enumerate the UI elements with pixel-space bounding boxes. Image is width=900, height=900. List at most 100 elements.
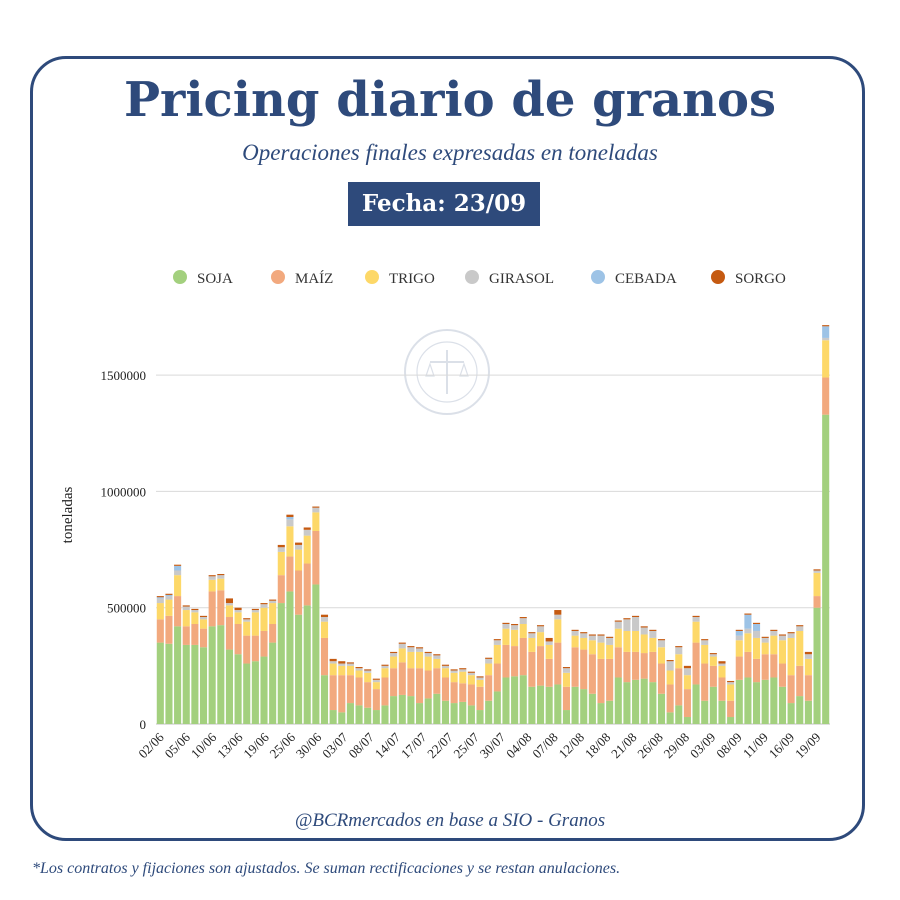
bar-segment-soja (191, 644, 199, 724)
x-axis-ticks: 02/0605/0610/0613/0619/0625/0630/0603/07… (135, 729, 823, 761)
bar-segment-girasol (735, 635, 743, 641)
legend-label: SOJA (197, 271, 233, 287)
bar-segment-girasol (502, 623, 510, 629)
bar-segment-sorgo (562, 667, 570, 669)
bar-segment-soja (692, 684, 700, 724)
bar-segment-soja (199, 647, 208, 724)
bar-segment-maíz (269, 623, 277, 643)
bar-segment-trigo (614, 628, 622, 648)
bar-segment-sorgo (441, 664, 450, 666)
bar-segment-cebada (753, 623, 761, 631)
bar-segment-girasol (778, 635, 787, 641)
bar-segment-trigo (813, 572, 821, 597)
bar-segment-maíz (511, 646, 519, 677)
bar-segment-girasol (822, 337, 830, 341)
bar-segment-girasol (260, 604, 268, 608)
bar-segment-girasol (528, 633, 536, 638)
bar-segment-sorgo (234, 607, 242, 611)
bar-segment-trigo (744, 633, 752, 652)
bar-segment-girasol (666, 661, 674, 671)
bar-segment-sorgo (459, 668, 467, 670)
bar-segment-trigo (657, 647, 666, 664)
bar-segment-maíz (536, 646, 545, 686)
bar-segment-soja (390, 696, 398, 724)
bar-segment-soja (502, 677, 510, 724)
bar-segment-trigo (649, 637, 657, 652)
x-tick-label: 19/06 (240, 729, 272, 761)
bar-segment-maíz (433, 668, 441, 694)
bar-segment-trigo (364, 672, 372, 683)
bar-segment-trigo (597, 642, 605, 659)
x-tick-label: 03/09 (687, 730, 719, 762)
x-tick-label: 12/08 (556, 730, 588, 762)
bar-segment-soja (286, 591, 294, 724)
bar-segment-maíz (485, 675, 493, 701)
bar-segment-soja (398, 694, 406, 724)
bar-segment-sorgo (597, 634, 605, 636)
x-tick-label: 02/06 (135, 729, 167, 761)
bar-segment-sorgo (744, 613, 752, 615)
bar-segment-trigo (243, 621, 251, 636)
bar-segment-girasol (657, 640, 666, 648)
bar-segment-soja (156, 642, 164, 724)
y-tick-label: 1000000 (101, 484, 147, 499)
bar-segment-maíz (588, 654, 596, 694)
bar-segment-sorgo (632, 615, 640, 618)
bar-segment-maíz (735, 656, 743, 680)
watermark-seal (404, 329, 490, 415)
bar-segment-girasol (433, 655, 441, 659)
bar-segment-girasol (485, 658, 493, 664)
bar-segment-sorgo (623, 618, 631, 620)
bar-segment-trigo (346, 665, 354, 676)
bar-segment-maíz (234, 623, 242, 655)
bar-segment-girasol (813, 570, 821, 573)
x-tick-label: 18/08 (582, 730, 614, 762)
bar-segment-sorgo (727, 680, 735, 683)
bar-segment-trigo (683, 675, 691, 690)
bar-segment-trigo (199, 619, 208, 629)
bar-segment-soja (372, 710, 380, 724)
bar-segment-sorgo (606, 636, 614, 638)
bar-segment-sorgo (735, 629, 743, 631)
bar-segment-cebada (174, 565, 182, 571)
bar-segment-sorgo (312, 506, 320, 508)
bar-segment-soja (675, 705, 683, 724)
bar-segment-maíz (191, 623, 199, 645)
bar-segment-soja (312, 584, 320, 724)
bar-segment-sorgo (390, 651, 398, 654)
bar-segment-maíz (372, 689, 380, 711)
x-tick-label: 17/07 (398, 729, 430, 761)
bar-segment-trigo (675, 654, 683, 669)
bar-segment-trigo (277, 551, 285, 576)
bar-segment-sorgo (217, 573, 225, 576)
bar-segment-sorgo (260, 603, 268, 605)
x-tick-label: 30/06 (293, 729, 325, 761)
bar-segment-maíz (657, 663, 666, 694)
legend-marker (271, 270, 285, 284)
bar-segment-trigo (666, 670, 674, 685)
bar-segment-trigo (208, 579, 216, 592)
bar-segment-maíz (199, 628, 208, 648)
x-tick-label: 04/08 (503, 730, 535, 762)
bar-segment-trigo (485, 663, 493, 676)
bar-segment-trigo (692, 621, 700, 643)
bar-segment-trigo (355, 670, 363, 678)
bar-segment-girasol (390, 653, 398, 657)
bar-segment-soja (588, 693, 596, 724)
bar-segment-soja (822, 414, 830, 724)
bar-segment-maíz (580, 649, 588, 690)
bar-segment-trigo (459, 671, 467, 684)
x-tick-label: 29/08 (661, 730, 693, 762)
bar-segment-trigo (450, 672, 458, 683)
bar-segment-maíz (649, 651, 657, 683)
bar-segment-soja (554, 684, 562, 724)
bar-segment-soja (640, 678, 648, 724)
bar-segment-girasol (450, 670, 458, 673)
bar-segment-soja (614, 677, 622, 724)
bar-segment-girasol (416, 648, 424, 652)
bar-segment-maíz (355, 677, 363, 706)
bar-segment-girasol (623, 619, 631, 631)
chart-subtitle: Operaciones finales expresadas en tonela… (242, 140, 658, 165)
bar-segment-soja (260, 656, 268, 724)
bar-segment-girasol (761, 637, 769, 643)
